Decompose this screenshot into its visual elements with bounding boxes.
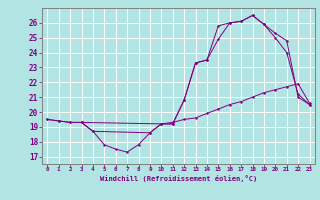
X-axis label: Windchill (Refroidissement éolien,°C): Windchill (Refroidissement éolien,°C) xyxy=(100,175,257,182)
